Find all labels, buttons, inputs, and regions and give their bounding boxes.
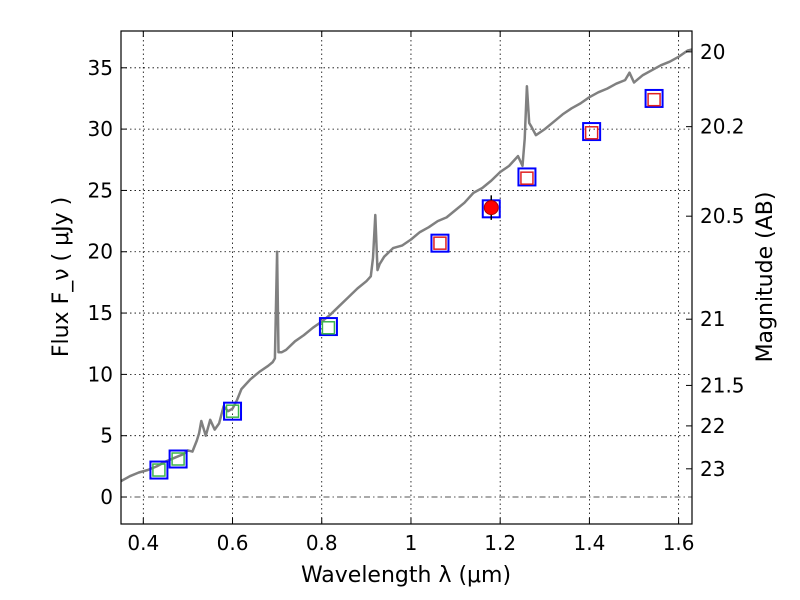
right-tick-label: 20.2 [700, 115, 745, 139]
data-markers-layer [149, 88, 664, 480]
plot-frame [120, 30, 693, 525]
x-tick-label: 1.2 [484, 531, 516, 555]
blue-square-marker [318, 317, 338, 337]
x-tick-label: 1.6 [663, 531, 695, 555]
grid-lines [121, 31, 692, 524]
y-tick-label: 20 [88, 240, 113, 264]
right-tick-label: 22 [700, 414, 725, 438]
x-tick-label: 0.4 [127, 531, 159, 555]
y-tick-label: 10 [88, 362, 113, 386]
green-square-marker [152, 463, 166, 477]
red-square-marker [433, 236, 447, 250]
blue-square-marker [149, 460, 169, 480]
red-square-marker [520, 171, 534, 185]
y-tick-label: 5 [100, 424, 113, 448]
x-tick-label: 0.6 [217, 531, 249, 555]
model-spectrum-layer [120, 48, 693, 483]
y-tick-label: 30 [88, 117, 113, 141]
red-circle-marker [483, 200, 499, 216]
right-axis-label: Magnitude (AB) [753, 192, 778, 363]
right-tick-label: 21.5 [700, 373, 745, 397]
right-tick-label: 20 [700, 40, 725, 64]
blue-square-marker [168, 449, 188, 469]
model-spectrum-line [120, 48, 693, 483]
blue-square-marker [223, 401, 243, 421]
y-tick-label: 25 [88, 178, 113, 202]
x-tick-label: 0.8 [306, 531, 338, 555]
y-axis-label: Flux F_ν ( μJy ) [49, 197, 74, 357]
blue-square-marker [517, 167, 537, 187]
y-tick-label: 0 [100, 485, 113, 509]
red-square-marker [647, 92, 661, 107]
right-tick-label: 21 [700, 307, 725, 331]
x-axis-label: Wavelength λ (μm) [301, 563, 511, 588]
axes [120, 30, 693, 525]
red-square-marker [584, 126, 599, 140]
green-square-marker [321, 321, 336, 335]
tick-labels: 0.4 0.6 0.8 1 1.2 1.4 1.6 0 5 10 15 20 25 30 35 20 20.2 2… [88, 40, 745, 555]
x-tick-label: 1 [405, 531, 418, 555]
blue-square-marker [430, 233, 450, 253]
blue-square-marker [644, 88, 664, 108]
green-square-marker [171, 452, 185, 466]
blue-square-marker [582, 122, 602, 142]
green-square-marker [225, 404, 240, 418]
right-tick-label: 23 [700, 457, 725, 481]
right-tick-label: 20.5 [700, 204, 745, 228]
x-tick-label: 1.4 [573, 531, 605, 555]
y-tick-label: 15 [88, 301, 113, 325]
y-tick-label: 35 [88, 56, 113, 80]
